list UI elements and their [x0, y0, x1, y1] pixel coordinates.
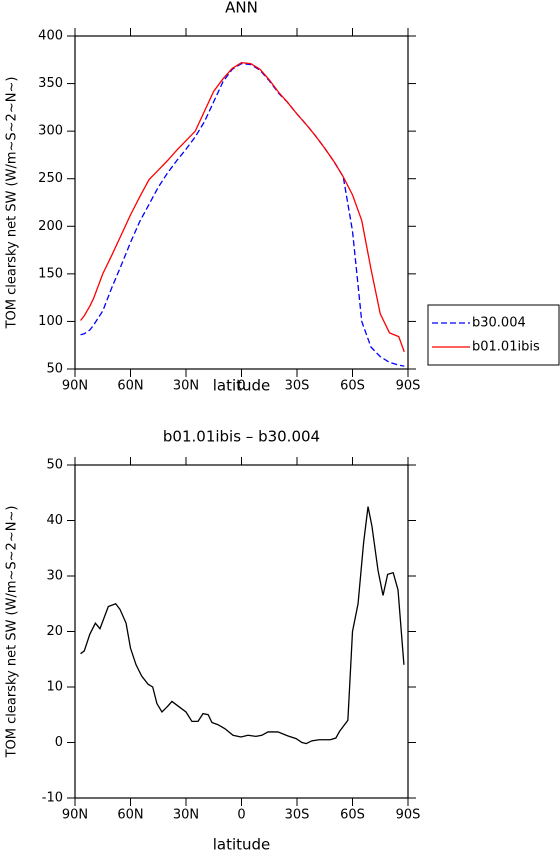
y-tick-label: 100	[38, 314, 63, 329]
y-tick-label: 350	[38, 76, 63, 91]
x-tick-label: 90N	[62, 808, 88, 823]
y-tick-label: 30	[46, 569, 63, 584]
data-line	[80, 62, 405, 367]
chart-title: b01.01ibis – b30.004	[163, 428, 320, 446]
x-tick-label: 90S	[396, 379, 421, 394]
y-tick-label: 150	[38, 266, 63, 281]
y-tick-label: 50	[46, 458, 63, 473]
x-tick-label: 30N	[173, 808, 199, 823]
y-tick-label: -10	[42, 791, 63, 806]
x-tick-label: 60S	[340, 808, 365, 823]
x-tick-label: 90N	[62, 379, 88, 394]
y-tick-label: 50	[46, 362, 63, 377]
y-tick-label: 20	[46, 624, 63, 639]
x-tick-label: 60S	[340, 379, 365, 394]
y-tick-label: 0	[55, 735, 63, 750]
x-axis-label: latitude	[213, 377, 271, 395]
chart-title: ANN	[225, 0, 258, 17]
y-tick-label: 10	[46, 680, 63, 695]
x-tick-label: 60N	[117, 379, 143, 394]
y-tick-label: 40	[46, 513, 63, 528]
y-tick-label: 200	[38, 219, 63, 234]
x-tick-label: 0	[237, 379, 245, 394]
y-axis-label: TOM clearsky net SW (W/m~S~2~N~)	[5, 77, 20, 330]
legend-label: b01.01ibis	[472, 340, 540, 355]
data-line	[80, 61, 405, 353]
x-tick-label: 0	[237, 808, 245, 823]
plot-frame	[74, 35, 409, 370]
legend-label: b30.004	[472, 316, 526, 331]
x-tick-label: 30S	[285, 379, 310, 394]
x-tick-label: 30S	[285, 808, 310, 823]
x-tick-label: 90S	[396, 808, 421, 823]
y-axis-label: TOM clearsky net SW (W/m~S~2~N~)	[5, 506, 20, 759]
x-tick-label: 30N	[173, 379, 199, 394]
y-tick-label: 300	[38, 124, 63, 139]
x-axis-label: latitude	[213, 836, 271, 851]
y-tick-label: 400	[38, 29, 63, 44]
x-tick-label: 60N	[117, 808, 143, 823]
plot-frame	[74, 464, 409, 799]
y-tick-label: 250	[38, 171, 63, 186]
data-line	[80, 506, 405, 745]
legend-box	[427, 304, 560, 366]
